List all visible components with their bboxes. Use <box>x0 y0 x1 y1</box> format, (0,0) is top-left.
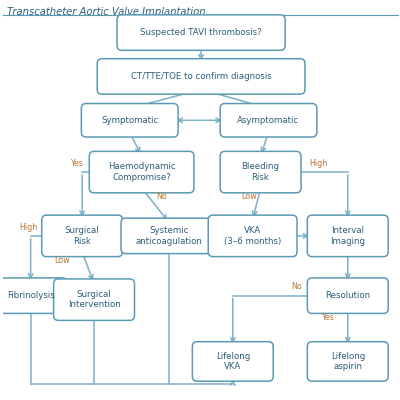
Text: Bleeding
Risk: Bleeding Risk <box>242 162 280 182</box>
Text: Transcatheter Aortic Valve Implantation: Transcatheter Aortic Valve Implantation <box>7 7 206 17</box>
Text: Fibrinolysis: Fibrinolysis <box>7 291 54 300</box>
FancyBboxPatch shape <box>307 215 388 257</box>
FancyBboxPatch shape <box>208 215 297 257</box>
FancyBboxPatch shape <box>97 59 305 94</box>
Text: No: No <box>291 282 302 291</box>
FancyBboxPatch shape <box>307 278 388 314</box>
Text: Interval
Imaging: Interval Imaging <box>330 226 365 246</box>
Text: Systemic
anticoagulation: Systemic anticoagulation <box>136 226 203 246</box>
FancyBboxPatch shape <box>307 342 388 381</box>
Text: Lifelong
aspirin: Lifelong aspirin <box>331 352 365 371</box>
Text: Yes: Yes <box>322 313 334 322</box>
Text: Lifelong
VKA: Lifelong VKA <box>216 352 250 371</box>
FancyBboxPatch shape <box>192 342 273 381</box>
FancyBboxPatch shape <box>81 104 178 137</box>
Text: Asymptomatic: Asymptomatic <box>238 116 300 125</box>
FancyBboxPatch shape <box>220 151 301 193</box>
Text: Low: Low <box>54 256 70 265</box>
FancyBboxPatch shape <box>121 218 218 254</box>
FancyBboxPatch shape <box>89 151 194 193</box>
Text: Haemodynamic
Compromise?: Haemodynamic Compromise? <box>108 162 176 182</box>
FancyBboxPatch shape <box>220 104 317 137</box>
Text: Surgical
Risk: Surgical Risk <box>65 226 100 246</box>
Text: Yes: Yes <box>70 159 83 168</box>
Text: High: High <box>20 223 38 232</box>
FancyBboxPatch shape <box>0 278 67 314</box>
FancyBboxPatch shape <box>54 279 134 320</box>
Text: CT/TTE/TOE to confirm diagnosis: CT/TTE/TOE to confirm diagnosis <box>131 72 272 81</box>
Text: Suspected TAVI thrombosis?: Suspected TAVI thrombosis? <box>140 28 262 37</box>
FancyBboxPatch shape <box>42 215 122 257</box>
Text: No: No <box>156 192 167 201</box>
FancyBboxPatch shape <box>117 15 285 50</box>
Text: Surgical
Intervention: Surgical Intervention <box>68 290 120 309</box>
Text: Resolution: Resolution <box>325 291 370 300</box>
Text: Symptomatic: Symptomatic <box>101 116 158 125</box>
Text: High: High <box>309 159 327 168</box>
Text: Low: Low <box>241 192 256 201</box>
Text: VKA
(3–6 months): VKA (3–6 months) <box>224 226 281 246</box>
